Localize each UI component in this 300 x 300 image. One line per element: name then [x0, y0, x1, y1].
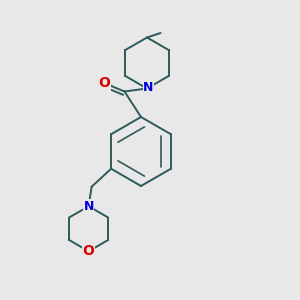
- Text: O: O: [98, 76, 110, 90]
- Text: N: N: [83, 200, 94, 213]
- Text: O: O: [83, 244, 94, 258]
- Text: N: N: [143, 81, 154, 94]
